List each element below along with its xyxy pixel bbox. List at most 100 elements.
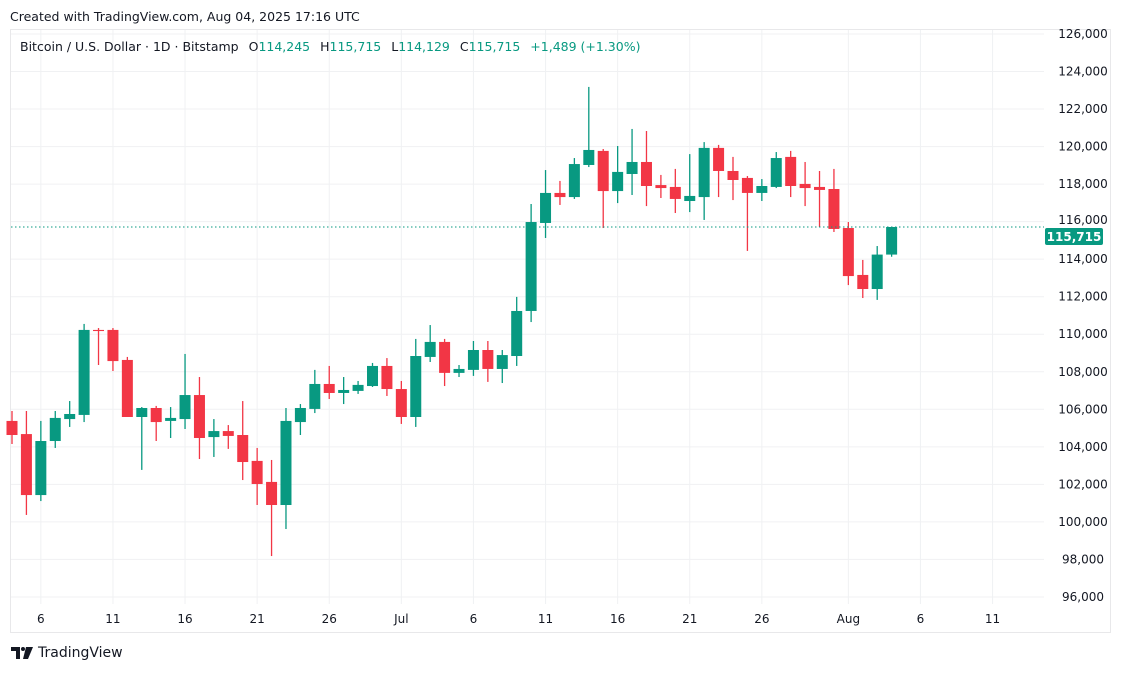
low-label: L	[391, 39, 399, 54]
candle	[193, 377, 205, 460]
candle	[294, 404, 306, 436]
candle-body	[150, 407, 162, 423]
candle	[583, 86, 595, 168]
candle-body	[381, 365, 393, 390]
candle-body	[367, 365, 378, 387]
symbol-legend: Bitcoin / U.S. Dollar · 1D · Bitstamp O1…	[20, 39, 640, 54]
y-tick-label: 110,000	[1058, 327, 1108, 341]
open-label: O	[248, 39, 259, 54]
candle-body	[597, 150, 609, 192]
candle	[842, 222, 854, 286]
x-tick-label: 16	[177, 612, 192, 626]
tradingview-logo-icon	[11, 647, 33, 659]
y-tick-label: 118,000	[1058, 177, 1108, 191]
candle-body	[309, 383, 321, 409]
candle-body	[568, 164, 580, 198]
open-value: 114,245	[258, 39, 311, 54]
candle-body	[698, 147, 710, 198]
y-tick-label: 104,000	[1058, 440, 1108, 454]
candle-body	[193, 395, 205, 439]
candle	[208, 419, 220, 457]
candle	[121, 356, 133, 417]
candle	[237, 401, 249, 481]
time-axis: 6 11 16 21 26 Jul 6 11 16 21 26 Aug 6 11	[37, 612, 1000, 626]
candle-body	[222, 431, 234, 436]
candle	[684, 154, 696, 213]
candle-body	[179, 395, 191, 420]
candle	[698, 142, 710, 220]
candle-body	[107, 329, 119, 362]
candle-body	[410, 356, 422, 417]
candle	[540, 170, 552, 238]
y-tick-label: 96,000	[1062, 590, 1104, 604]
x-tick-label: 26	[754, 612, 769, 626]
y-tick-label: 108,000	[1058, 365, 1108, 379]
last-price-label: 115,715	[1047, 230, 1102, 244]
candle	[93, 328, 105, 366]
y-tick-label: 114,000	[1058, 252, 1108, 266]
candle	[367, 362, 378, 387]
price-axis: 96,000 98,000 100,000 102,000 104,000 106,000…	[1058, 27, 1108, 604]
candle-body	[713, 147, 725, 171]
candle	[727, 156, 739, 201]
candle	[713, 144, 725, 198]
candle-body	[669, 186, 681, 199]
candle-body	[64, 413, 76, 420]
candle-body	[583, 149, 595, 165]
candle	[323, 365, 335, 399]
candle	[49, 410, 61, 448]
candle	[251, 447, 263, 506]
y-tick-label: 126,000	[1058, 27, 1108, 41]
candle-body	[251, 460, 263, 484]
candle-body	[323, 383, 335, 393]
candle	[785, 150, 797, 198]
candle	[439, 338, 451, 387]
candle-body	[6, 420, 18, 436]
candle	[568, 158, 580, 199]
candle	[410, 338, 422, 427]
candle	[136, 407, 148, 470]
candle-body	[35, 441, 47, 496]
y-tick-label: 116,000	[1058, 213, 1108, 227]
x-tick-label: 6	[470, 612, 478, 626]
candle-body	[439, 341, 451, 373]
candle-body	[741, 177, 753, 193]
x-tick-label: 11	[538, 612, 553, 626]
last-price-badge	[1045, 227, 1103, 245]
candle-body	[886, 226, 898, 255]
symbol-description: Bitcoin / U.S. Dollar · 1D · Bitstamp	[20, 39, 239, 54]
candle	[20, 410, 32, 515]
x-tick-label: 26	[322, 612, 337, 626]
high-label: H	[320, 39, 330, 54]
x-tick-label: Aug	[837, 612, 860, 626]
candle-body	[857, 274, 869, 290]
candle-body	[842, 228, 854, 277]
candle	[828, 168, 840, 232]
candle	[424, 325, 436, 363]
candle-body	[626, 161, 638, 174]
candle	[525, 204, 537, 323]
created-with-caption: Created with TradingView.com, Aug 04, 20…	[10, 9, 360, 24]
candle	[35, 420, 47, 502]
candle	[871, 246, 883, 300]
x-tick-label: 11	[985, 612, 1000, 626]
x-tick-label: 6	[917, 612, 925, 626]
high-value: 115,715	[329, 39, 382, 54]
candle	[150, 405, 162, 442]
candle-body	[554, 192, 566, 198]
candle	[266, 459, 278, 557]
candle	[6, 410, 18, 445]
tradingview-brand[interactable]: TradingView	[11, 645, 123, 661]
candle	[280, 407, 292, 530]
candle-body	[467, 350, 479, 370]
candle	[640, 131, 652, 207]
change-value: +1,489 (+1.30%)	[530, 39, 641, 54]
y-tick-label: 98,000	[1062, 552, 1104, 566]
candle-body	[525, 222, 537, 311]
candle	[467, 340, 479, 376]
candle	[626, 128, 638, 196]
chart-frame	[10, 29, 1111, 633]
candle	[669, 168, 681, 214]
candle	[482, 340, 494, 382]
